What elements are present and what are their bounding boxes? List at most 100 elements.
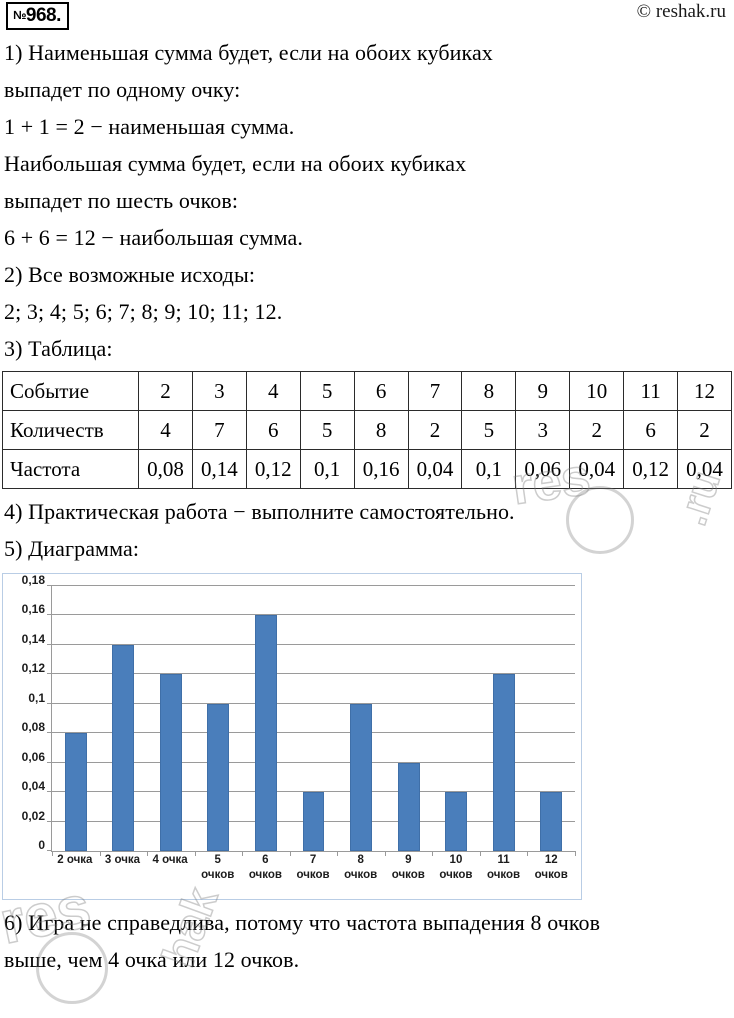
table-cell: 3 bbox=[515, 410, 571, 450]
chart-x-label: 4 очка bbox=[152, 854, 188, 866]
table-cell: 0,1 bbox=[299, 449, 355, 489]
page-header: №968. © reshak.ru bbox=[0, 0, 734, 30]
table-cell: 4 bbox=[245, 371, 301, 411]
table-cell: 10 bbox=[569, 371, 625, 411]
chart-y-tick-mark bbox=[47, 791, 52, 793]
chart-y-tick-mark bbox=[47, 614, 52, 616]
table-row: Количеств 4 7 6 5 8 2 5 3 2 6 2 bbox=[2, 410, 732, 450]
table-cell: 2 bbox=[677, 410, 732, 450]
chart-x-tick-mark bbox=[99, 851, 101, 856]
chart-x-label: 5 очков bbox=[201, 854, 235, 881]
chart-x-tick-mark bbox=[52, 851, 53, 856]
chart-y-tick-label: 0,16 bbox=[21, 602, 45, 617]
chart-x-label: 8 очков bbox=[344, 854, 378, 881]
chart-y-tick-mark bbox=[47, 585, 52, 586]
table-cell: 12 bbox=[677, 371, 732, 411]
table-cell: 0,14 bbox=[191, 449, 247, 489]
chart-bar-slot bbox=[52, 586, 100, 856]
chart-y-tick-mark bbox=[47, 732, 52, 734]
chart-gridline bbox=[52, 614, 575, 616]
chart-gridline bbox=[52, 761, 575, 763]
table-cell: 0,04 bbox=[677, 449, 732, 489]
site-credit: © reshak.ru bbox=[636, 1, 726, 22]
table-cell: 8 bbox=[461, 371, 517, 411]
chart-bar bbox=[445, 792, 468, 851]
chart-bar bbox=[302, 792, 325, 851]
table-cell: 0,1 bbox=[461, 449, 517, 489]
chart-x-tick-mark bbox=[337, 851, 339, 856]
chart-x-tick-mark bbox=[479, 851, 481, 856]
solution-middle: 4) Практическая работа − выполните самос… bbox=[0, 489, 734, 567]
solution-line: Наибольшая сумма будет, если на обоих ку… bbox=[4, 151, 467, 176]
chart-x-tick-mark bbox=[194, 851, 196, 856]
solution-line: 2) Все возможные исходы: bbox=[4, 262, 256, 287]
chart-y-tick-label: 0,02 bbox=[21, 808, 45, 823]
task-number-text: 968. bbox=[25, 5, 61, 26]
solution-line: 1 + 1 = 2 − наименьшая сумма. bbox=[4, 114, 295, 139]
table-row-header: Частота bbox=[2, 449, 139, 489]
chart-bar bbox=[492, 674, 515, 851]
chart-x-tick-mark bbox=[575, 851, 577, 856]
table-cell: 6 bbox=[353, 371, 409, 411]
table-cell: 0,16 bbox=[353, 449, 409, 489]
chart-bar-slot bbox=[242, 586, 290, 856]
table-cell: 2 bbox=[407, 410, 463, 450]
chart-bar-slot bbox=[527, 586, 577, 856]
solution-line: 5) Диаграмма: bbox=[4, 536, 140, 561]
solution-line: 6) Игра не справедлива, потому что часто… bbox=[4, 910, 601, 935]
chart-x-tick-mark bbox=[242, 851, 244, 856]
table-cell: 0,06 bbox=[515, 449, 571, 489]
chart-bar-slot bbox=[432, 586, 480, 856]
solution-line: 6 + 6 = 12 − наибольшая сумма. bbox=[4, 225, 303, 250]
chart-y-tick-label: 0,18 bbox=[21, 573, 45, 587]
table-cell: 4 bbox=[138, 410, 193, 450]
table-cell: 0,04 bbox=[569, 449, 625, 489]
chart-y-tick-mark bbox=[47, 850, 52, 851]
chart-x-tick-mark bbox=[432, 851, 434, 856]
chart-x-tick-mark bbox=[527, 851, 529, 856]
chart-gridline bbox=[52, 732, 575, 734]
frequency-table: Событие 2 3 4 5 6 7 8 9 10 11 12 Количеств 4 7 6 5 8 2 5 3 2 6… bbox=[2, 371, 732, 489]
chart-x-axis-labels: 2 очка 3 очка 4 очка 5 очков 6 очков 7 очков 8 очк… bbox=[51, 853, 575, 891]
table-cell: 2 bbox=[138, 371, 193, 411]
table-cell: 6 bbox=[245, 410, 301, 450]
solution-line: выпадет по шесть очков: bbox=[4, 188, 239, 213]
chart-x-tick-mark bbox=[289, 851, 291, 856]
table-row: Частота 0,08 0,14 0,12 0,1 0,16 0,04 0,1 0,06 0,0… bbox=[2, 449, 732, 489]
chart-y-tick-mark bbox=[47, 673, 52, 675]
chart-bars bbox=[52, 586, 577, 856]
chart-bar bbox=[350, 703, 372, 851]
solution-line: 1) Наименьшая сумма будет, если на обоих… bbox=[4, 40, 493, 65]
chart-bar-slot bbox=[479, 586, 528, 856]
chart-x-label: 6 очков bbox=[248, 854, 282, 881]
chart-y-tick-mark bbox=[47, 820, 52, 822]
chart-x-label: 3 очка bbox=[104, 854, 141, 866]
task-number-badge: №968. bbox=[6, 2, 69, 30]
table-cell: 8 bbox=[353, 410, 409, 450]
chart-y-tick-label: 0,04 bbox=[21, 779, 45, 794]
table-cell: 0,04 bbox=[407, 449, 463, 489]
chart-x-label: 11 очков bbox=[487, 854, 521, 881]
table-cell: 5 bbox=[299, 371, 355, 411]
numero-sign: № bbox=[13, 8, 26, 22]
chart-y-tick-label: 0 bbox=[38, 838, 45, 852]
table-cell: 6 bbox=[623, 410, 679, 450]
table-cell: 3 bbox=[191, 371, 247, 411]
table-cell: 2 bbox=[569, 410, 625, 450]
solution-bottom: 6) Игра не справедлива, потому что часто… bbox=[0, 900, 734, 978]
solution-top: 1) Наименьшая сумма будет, если на обоих… bbox=[0, 30, 734, 367]
chart-gridline bbox=[52, 643, 575, 645]
table-cell: 7 bbox=[191, 410, 247, 450]
table-cell: 0,08 bbox=[138, 449, 193, 489]
chart-y-tick-mark bbox=[47, 702, 52, 704]
table-row-header: Количеств bbox=[2, 410, 139, 450]
solution-line: 4) Практическая работа − выполните самос… bbox=[4, 499, 515, 524]
chart-x-label: 10 очков bbox=[439, 854, 473, 881]
table-row: Событие 2 3 4 5 6 7 8 9 10 11 12 bbox=[2, 371, 732, 411]
chart-x-label: 9 очков bbox=[391, 854, 425, 881]
chart-gridline bbox=[52, 585, 575, 586]
solution-line: 3) Таблица: bbox=[4, 336, 113, 361]
solution-line: выше, чем 4 очка или 12 очков. bbox=[4, 947, 300, 972]
solution-line: выпадет по одному очку: bbox=[4, 77, 241, 102]
chart-plot-area: 0 0,02 0,04 0,06 0,08 0,1 0,12 0,14 0,16 0,18 bbox=[22, 574, 577, 856]
